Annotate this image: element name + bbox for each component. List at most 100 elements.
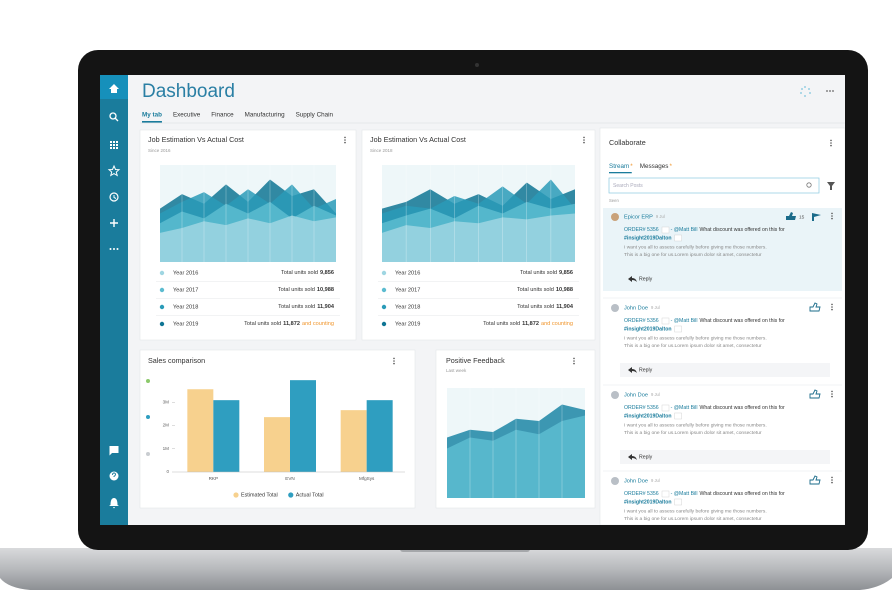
- apps-icon[interactable]: [110, 141, 118, 149]
- more-menu[interactable]: [830, 139, 832, 147]
- search-icon[interactable]: [806, 182, 812, 188]
- legend-dot: [288, 492, 294, 498]
- hashtag-dropdown[interactable]: [674, 325, 682, 333]
- side-indicator: [146, 452, 150, 456]
- order-dropdown[interactable]: [661, 317, 670, 325]
- stream-tab[interactable]: Stream*: [609, 163, 633, 170]
- post-order: ORDER# 5356: [624, 405, 659, 411]
- post-date: 9 Jul: [651, 305, 660, 310]
- legend-total: Total units sold 11,904: [517, 304, 574, 310]
- post-hashtag: #insight2019Dalton: [624, 499, 672, 505]
- legend-dot: [159, 321, 165, 327]
- dot: [583, 139, 585, 141]
- legend-year: Year 2017: [173, 287, 198, 293]
- more-icon[interactable]: [109, 248, 119, 250]
- reply-icon[interactable]: [628, 367, 637, 373]
- dot: [830, 142, 832, 144]
- post-question: What discount was offered on this for: [700, 318, 786, 324]
- hashtag-dropdown[interactable]: [674, 412, 682, 420]
- post-line: ORDER# 5356 - @Matt Bill What discount was…: [624, 491, 785, 497]
- post-mention: - @Matt Bill: [671, 318, 698, 324]
- legend-total-suffix: and counting: [302, 321, 334, 327]
- dot: [583, 141, 585, 144]
- dot: [831, 303, 833, 306]
- like-icon[interactable]: [809, 475, 821, 485]
- help-glyph: [112, 472, 116, 477]
- legend-total-label: Total units sold: [244, 321, 281, 327]
- legend-dot: [233, 492, 239, 498]
- home-icon[interactable]: [109, 84, 119, 93]
- more-menu[interactable]: [583, 136, 585, 144]
- more-menu[interactable]: [344, 136, 346, 144]
- legend-total-units: 10,988: [556, 287, 573, 293]
- order-dropdown[interactable]: [661, 404, 670, 412]
- order-dropdown[interactable]: [661, 490, 670, 498]
- like-icon[interactable]: [786, 212, 796, 220]
- flag-icon[interactable]: [812, 213, 821, 221]
- stream-tab[interactable]: Messages*: [640, 163, 673, 170]
- reply-button[interactable]: Reply: [639, 276, 653, 282]
- legend-total-label: Total units sold: [278, 304, 315, 310]
- dot: [393, 362, 395, 365]
- hashtag-dropdown[interactable]: [674, 498, 682, 506]
- hashtag-dropdown[interactable]: [674, 234, 682, 242]
- dot: [831, 306, 833, 308]
- legend-total: Total units sold 9,856: [281, 270, 334, 276]
- tab[interactable]: Executive: [173, 112, 201, 119]
- notifications-icon[interactable]: [109, 498, 119, 509]
- post-body: I want you all to assess carefully befor…: [624, 244, 767, 250]
- post-body: This is a big one for us.Lorem ipsum dol…: [624, 516, 762, 522]
- more-menu[interactable]: [831, 390, 833, 398]
- dot: [344, 141, 346, 144]
- filter-icon[interactable]: [827, 182, 835, 190]
- post-mention: - @Matt Bill: [671, 491, 698, 497]
- tab[interactable]: Supply Chain: [296, 112, 334, 119]
- reply-icon[interactable]: [628, 276, 637, 282]
- reply-icon[interactable]: [628, 454, 637, 460]
- tab[interactable]: My tab: [142, 112, 162, 119]
- more-menu[interactable]: [393, 357, 395, 365]
- search-icon[interactable]: [109, 112, 117, 120]
- legend-year: Year 2019: [395, 321, 420, 327]
- legend-dot: [159, 304, 165, 310]
- bar: [290, 380, 316, 472]
- legend-label: Estimated Total: [241, 492, 278, 498]
- post-body: I want you all to assess carefully befor…: [624, 335, 767, 341]
- legend-total-label: Total units sold: [278, 287, 315, 293]
- search-icon-handle: [114, 117, 119, 122]
- search-placeholder: Search Posts: [613, 183, 643, 189]
- header-more[interactable]: [826, 90, 834, 92]
- legend-year: Year 2016: [173, 270, 198, 276]
- legend-year: Year 2017: [395, 287, 420, 293]
- tab[interactable]: Finance: [211, 112, 234, 119]
- post-question: What discount was offered on this for: [700, 405, 786, 411]
- chat-icon[interactable]: [109, 446, 119, 456]
- like-icon[interactable]: [809, 389, 821, 399]
- search-box[interactable]: [608, 177, 820, 194]
- more-menu[interactable]: [573, 357, 575, 365]
- like-icon[interactable]: [809, 302, 821, 312]
- legend-dot: [159, 287, 165, 293]
- post-author: Epicor ERP: [624, 214, 653, 220]
- reply-button[interactable]: Reply: [639, 454, 653, 460]
- x-tick-label: RKP: [209, 476, 218, 481]
- legend-total: Total units sold 11,904: [278, 304, 335, 310]
- reply-bar: [620, 450, 830, 464]
- dot: [831, 212, 833, 215]
- more-menu[interactable]: [831, 212, 833, 220]
- reply-button[interactable]: Reply: [639, 367, 653, 373]
- more-menu[interactable]: [831, 303, 833, 311]
- favorites-icon[interactable]: [107, 164, 121, 177]
- more-menu[interactable]: [831, 476, 833, 484]
- avatar: [611, 304, 619, 312]
- tab[interactable]: Manufacturing: [245, 112, 285, 119]
- legend-total-units: 11,904: [556, 304, 574, 310]
- legend-total-label: Total units sold: [483, 321, 520, 327]
- order-dropdown[interactable]: [661, 226, 670, 234]
- history-icon[interactable]: [109, 192, 119, 202]
- add-icon[interactable]: [110, 219, 118, 227]
- side-indicator: [146, 415, 150, 419]
- dot: [573, 360, 575, 362]
- post-hashtag: #insight2019Dalton: [624, 413, 672, 419]
